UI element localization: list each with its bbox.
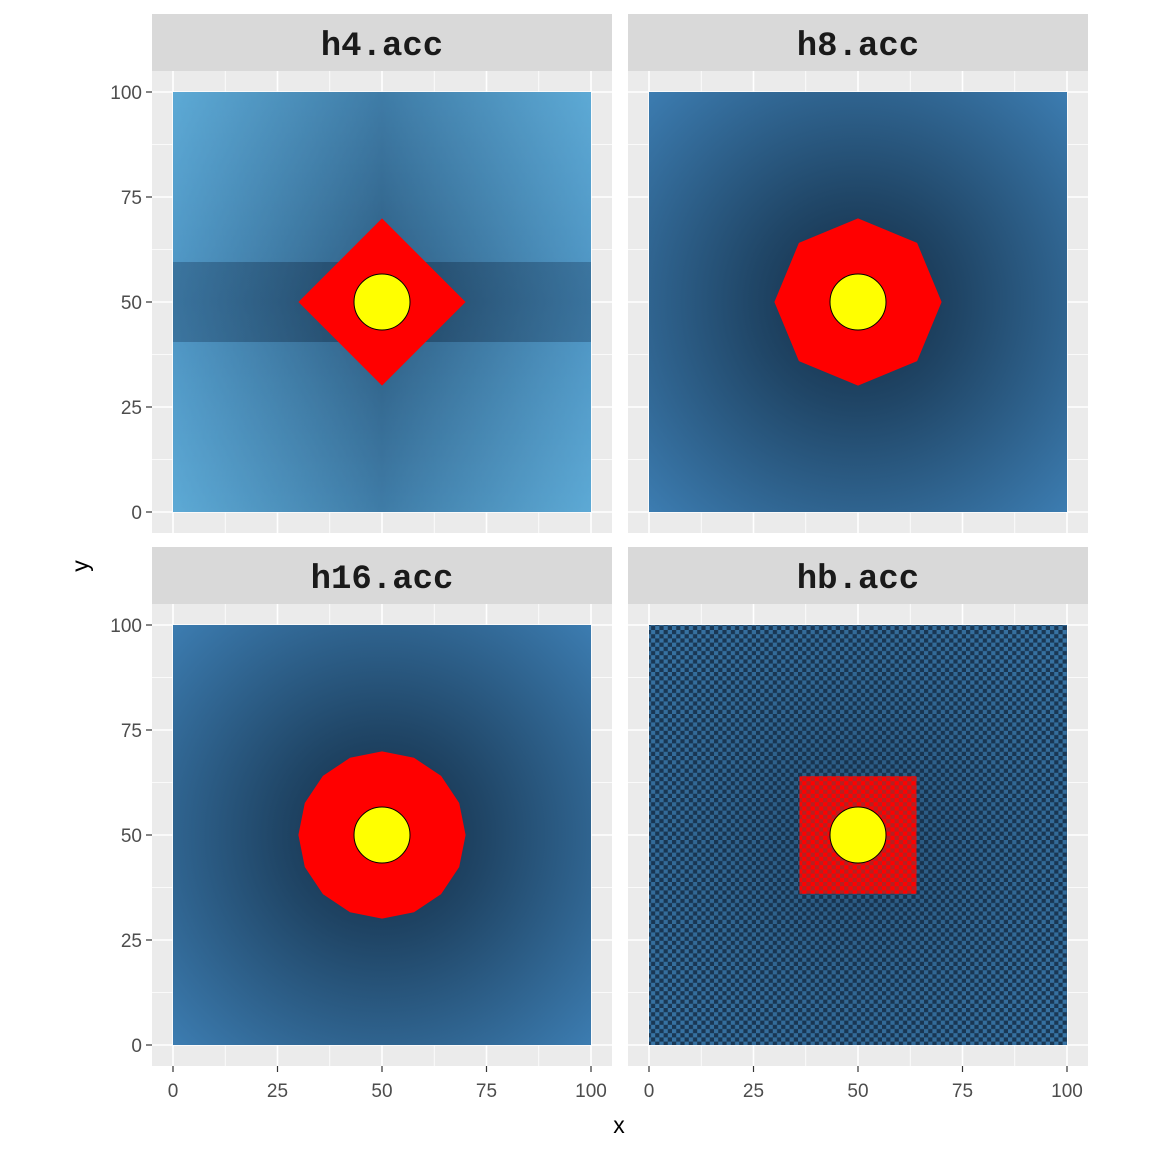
target-point	[353, 806, 411, 864]
target-point	[829, 806, 887, 864]
y-tick-label: 75	[121, 188, 142, 209]
facet-strip-label: h16.acc	[311, 561, 454, 599]
facet-strip	[152, 547, 612, 604]
x-tick-label: 75	[476, 1081, 497, 1102]
x-tick-label: 25	[267, 1081, 288, 1102]
facet-panel: h4.acc 0 25 50 75 100	[110, 14, 612, 533]
y-tick-label: 100	[110, 83, 142, 104]
y-tick-label: 25	[121, 398, 142, 419]
facet-strip	[628, 14, 1088, 71]
y-axis-title: y	[67, 560, 93, 572]
facet-strip	[152, 14, 612, 71]
x-tick-label: 50	[371, 1081, 392, 1102]
y-tick-label: 0	[131, 1036, 142, 1057]
x-tick-label: 100	[575, 1081, 607, 1102]
x-tick-label: 0	[168, 1081, 179, 1102]
facet-strip-label: h4.acc	[321, 28, 443, 66]
facet-panel: h8.acc	[628, 14, 1088, 533]
x-tick-label: 75	[952, 1081, 973, 1102]
y-tick-label: 0	[131, 503, 142, 524]
y-tick-label: 100	[110, 616, 142, 637]
x-tick-label: 0	[644, 1081, 655, 1102]
x-tick-label: 50	[847, 1081, 868, 1102]
facet-panel: hb.acc 0 25 50 75 100	[628, 547, 1088, 1102]
facet-strip	[628, 547, 1088, 604]
target-point	[829, 273, 887, 331]
facet-panels: h4.acc 0 25 50 75 100 h8.acc h16.acc 0 25 50 75 100 0…	[110, 14, 1088, 1102]
facet-panel: h16.acc 0 25 50 75 100 0 25 50 75 100	[110, 547, 612, 1102]
x-tick-label: 100	[1051, 1081, 1083, 1102]
x-tick-label: 25	[743, 1081, 764, 1102]
y-tick-label: 75	[121, 721, 142, 742]
y-tick-label: 50	[121, 293, 142, 314]
facet-strip-label: h8.acc	[797, 28, 919, 66]
facet-strip-label: hb.acc	[797, 561, 919, 599]
y-tick-label: 25	[121, 931, 142, 952]
x-axis-title: x	[613, 1112, 625, 1138]
y-tick-label: 50	[121, 826, 142, 847]
target-point	[353, 273, 411, 331]
